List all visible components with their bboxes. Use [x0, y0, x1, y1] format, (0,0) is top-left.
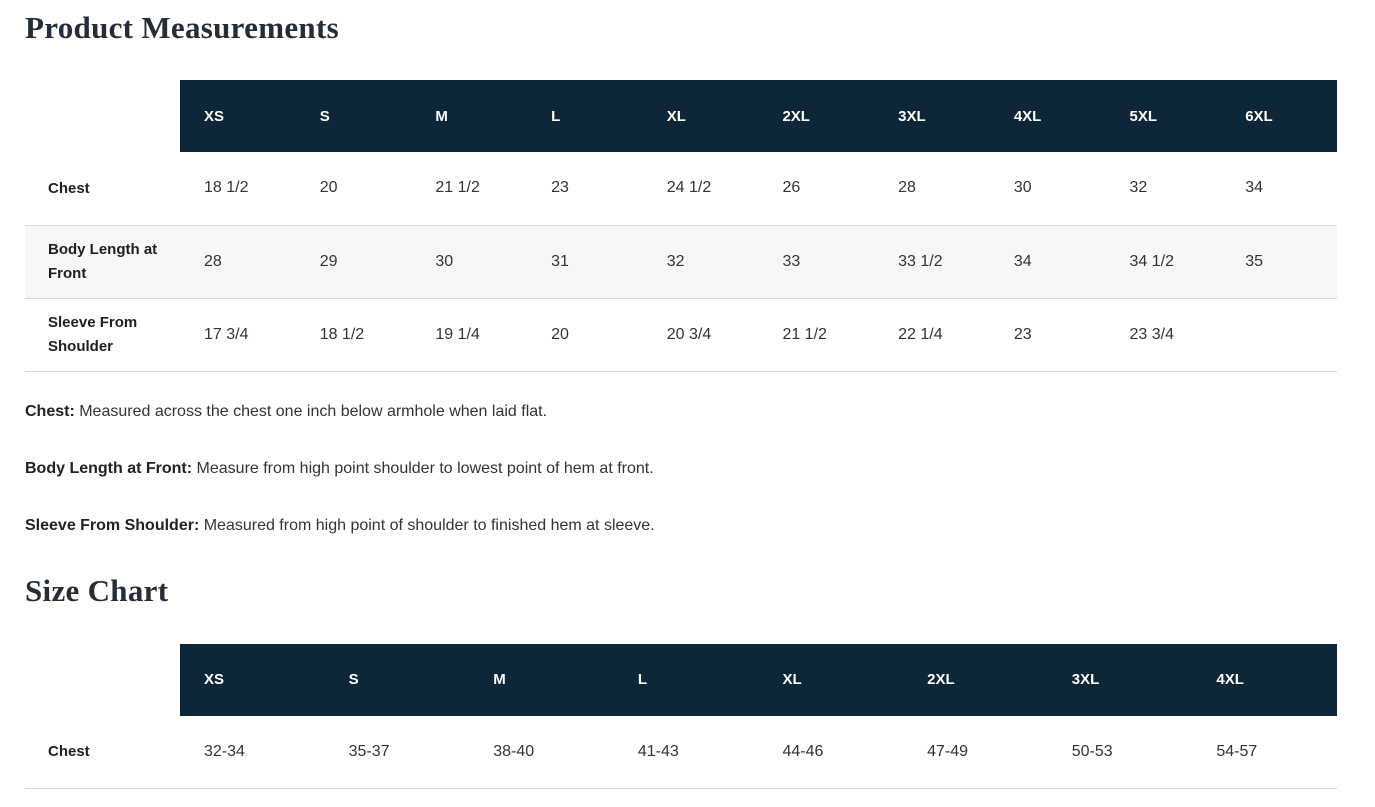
table-row-sleeve: Sleeve From Shoulder 17 3/4 18 1/2 19 1/…: [25, 298, 1337, 371]
measurement-value-cell: 34: [1013, 252, 1032, 270]
product-measurements-table: XS S M L XL 2XL 3XL 4XL 5XL 6XL Chest 18…: [25, 80, 1337, 372]
size-column-header: 4XL: [989, 80, 1106, 152]
size-column-header: 2XL: [758, 80, 875, 152]
measurement-value-cell: 24 1/2: [666, 179, 712, 197]
table-row-chest: Chest 18 1/2 20 21 1/2 23 24 1/2 26 28 3…: [25, 152, 1337, 225]
size-column-header: XL: [758, 643, 904, 716]
measurement-notes: Chest: Measured across the chest one inc…: [25, 402, 1337, 536]
size-column-header: S: [324, 643, 470, 716]
size-column-header: M: [411, 80, 528, 152]
measurement-value-cell: [1221, 298, 1337, 371]
measurement-value-cell: 33: [782, 252, 801, 270]
measurement-value-cell: 32: [1129, 179, 1148, 197]
measurement-row-label: Chest: [48, 743, 90, 761]
size-column-header: 2XL: [903, 643, 1048, 716]
page-content: Product Measurements XS S M L XL 2XL 3XL…: [25, 0, 1337, 789]
measurement-value-cell: 32: [666, 252, 685, 270]
measurement-value-cell: 21 1/2: [782, 325, 827, 343]
measurement-value-cell: 23: [551, 179, 569, 197]
note-definition: Measure from high point shoulder to lowe…: [192, 459, 654, 477]
size-chart-header-row: XS S M L XL 2XL 3XL 4XL: [25, 643, 1337, 716]
measurement-value-cell: 20: [319, 179, 338, 197]
size-chart-title: Size Chart: [25, 572, 169, 608]
size-column-header: 6XL: [1221, 80, 1337, 152]
measurement-value-cell: 18 1/2: [319, 325, 365, 343]
table-row-chest-range: Chest 32-34 35-37 38-40 41-43 44-46 47-4…: [25, 716, 1337, 789]
size-column-header: 3XL: [874, 80, 990, 152]
measurement-value-cell: 38-40: [493, 742, 535, 760]
measurement-value-cell: 22 1/4: [898, 325, 943, 343]
note-definition: Measured from high point of shoulder to …: [199, 516, 655, 534]
measurement-value-cell: 33 1/2: [898, 252, 943, 270]
note-definition: Measured across the chest one inch below…: [74, 402, 548, 420]
measurement-value-cell: 41-43: [637, 742, 679, 760]
note-term: Chest:: [25, 402, 75, 420]
header-corner-cell: [25, 643, 180, 716]
product-measurements-header-row: XS S M L XL 2XL 3XL 4XL 5XL 6XL: [25, 80, 1337, 152]
size-column-header: XS: [180, 643, 325, 716]
table-row-body-length: Body Length at Front 28 29 30 31 32 33 3…: [25, 225, 1337, 298]
measurement-value-cell: 29: [319, 252, 338, 270]
measurement-value-cell: 32-34: [204, 742, 245, 760]
header-corner-cell: [25, 80, 180, 152]
size-column-header: 3XL: [1047, 643, 1193, 716]
measurement-value-cell: 30: [435, 252, 454, 270]
measurement-value-cell: 26: [782, 179, 801, 197]
product-measurements-title: Product Measurements: [25, 10, 339, 45]
note-term: Sleeve From Shoulder:: [25, 516, 200, 534]
measurement-value-cell: 35: [1245, 252, 1263, 270]
measurement-value-cell: 34 1/2: [1129, 252, 1174, 270]
measurement-value-cell: 28: [898, 179, 916, 197]
size-column-header: M: [469, 643, 614, 716]
measurement-value-cell: 18 1/2: [204, 179, 249, 197]
measurement-value-cell: 35-37: [348, 742, 390, 760]
measurement-value-cell: 47-49: [927, 742, 969, 760]
measurement-value-cell: 20: [551, 325, 569, 343]
measurement-value-cell: 44-46: [782, 742, 824, 760]
size-column-header: S: [295, 80, 412, 152]
measurement-note-body-length: Body Length at Front: Measure from high …: [25, 459, 1337, 479]
measurement-note-sleeve: Sleeve From Shoulder: Measured from high…: [25, 516, 1337, 536]
size-chart-table: XS S M L XL 2XL 3XL 4XL Chest 32-34 35-3…: [25, 643, 1337, 790]
measurement-note-chest: Chest: Measured across the chest one inc…: [25, 402, 1337, 422]
size-column-header: 5XL: [1105, 80, 1222, 152]
measurement-value-cell: 20 3/4: [666, 325, 712, 343]
measurement-value-cell: 23: [1013, 325, 1032, 343]
measurement-value-cell: 17 3/4: [204, 325, 249, 343]
measurement-row-label: Chest: [48, 179, 90, 197]
size-column-header: L: [613, 643, 759, 716]
size-column-header: XL: [642, 80, 759, 152]
measurement-value-cell: 19 1/4: [435, 325, 480, 343]
size-column-header: L: [527, 80, 643, 152]
measurement-value-cell: 21 1/2: [435, 179, 480, 197]
measurement-value-cell: 50-53: [1071, 742, 1113, 760]
measurement-value-cell: 34: [1245, 179, 1263, 197]
size-column-header: XS: [180, 80, 296, 152]
measurement-value-cell: 23 3/4: [1129, 325, 1174, 343]
measurement-value-cell: 54-57: [1216, 742, 1258, 760]
measurement-value-cell: 31: [551, 252, 569, 270]
measurement-value-cell: 30: [1013, 179, 1032, 197]
measurement-row-label: Body Length at Front: [48, 241, 158, 282]
size-column-header: 4XL: [1192, 643, 1337, 716]
measurement-value-cell: 28: [204, 252, 222, 270]
measurement-row-label: Sleeve From Shoulder: [48, 314, 138, 355]
note-term: Body Length at Front:: [25, 459, 193, 477]
